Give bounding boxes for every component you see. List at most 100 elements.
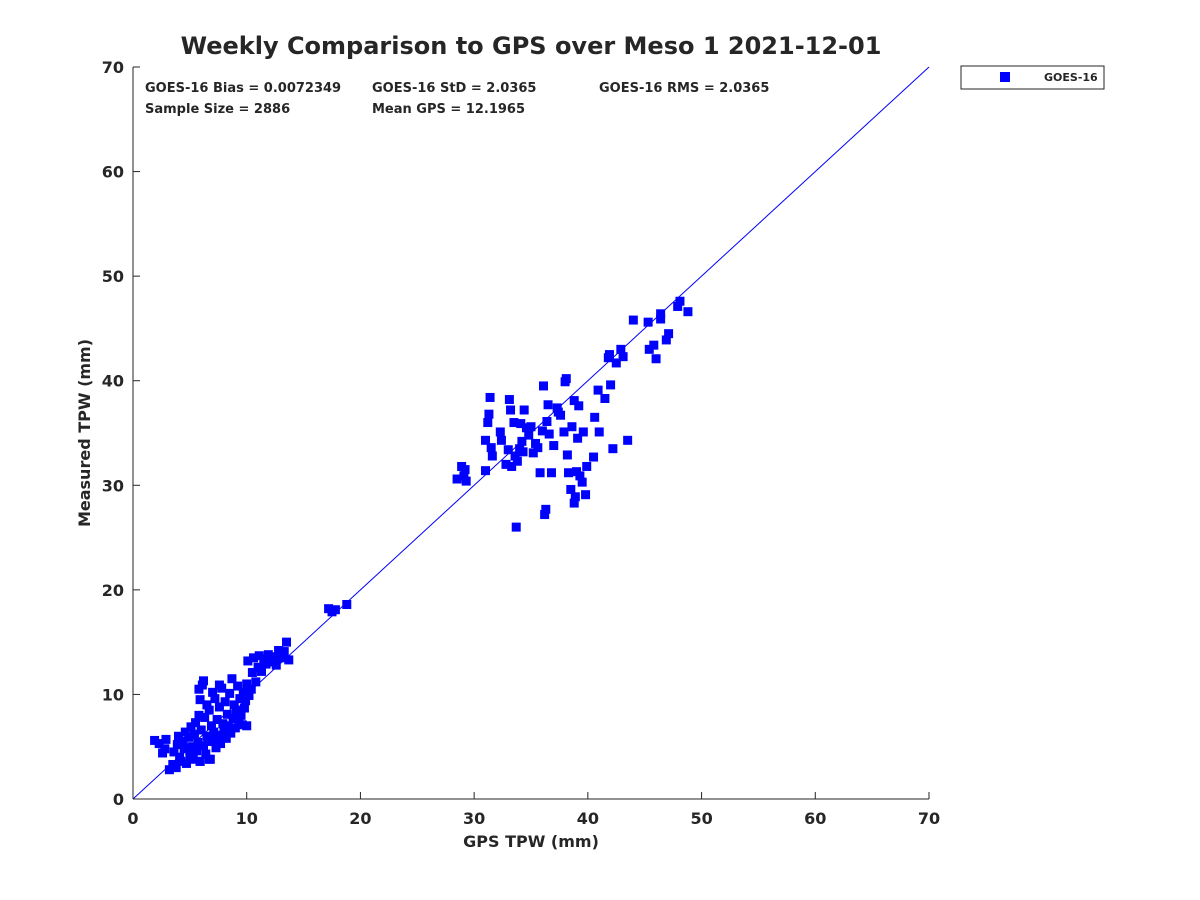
data-point [282, 637, 292, 647]
stat-sample-size: Sample Size = 2886 [145, 102, 290, 117]
data-point [194, 710, 204, 720]
data-point [189, 729, 199, 739]
data-point [484, 409, 494, 419]
data-point [569, 396, 579, 406]
data-point [518, 447, 528, 457]
data-point [202, 731, 212, 741]
data-point [483, 418, 493, 428]
data-point [160, 744, 170, 754]
data-point [512, 456, 522, 466]
data-point [526, 422, 536, 432]
data-point [535, 468, 545, 478]
data-point [573, 433, 583, 443]
data-point [224, 721, 234, 731]
y-tick-label: 60 [102, 163, 124, 182]
stat-mean-gps: Mean GPS = 12.1965 [372, 102, 525, 117]
data-point [194, 684, 204, 694]
data-point [176, 756, 186, 766]
legend-label: GOES-16 [1044, 71, 1098, 84]
data-point [249, 653, 259, 663]
data-point [562, 450, 572, 460]
data-point [201, 749, 211, 759]
data-point [259, 654, 269, 664]
y-tick-label: 50 [102, 267, 124, 286]
data-point [214, 702, 224, 712]
data-point [235, 694, 245, 704]
data-point [589, 452, 599, 462]
y-tick-label: 20 [102, 581, 124, 600]
data-point [507, 461, 517, 471]
data-point [196, 725, 206, 735]
data-point [516, 419, 526, 429]
y-tick-label: 30 [102, 476, 124, 495]
data-point [649, 340, 659, 350]
data-point [594, 427, 604, 437]
data-point [181, 758, 191, 768]
data-point [154, 739, 164, 749]
data-point [539, 381, 549, 391]
data-point [199, 741, 209, 751]
data-point [541, 504, 551, 514]
data-point [233, 681, 243, 691]
data-point [543, 400, 553, 410]
x-axis-label: GPS TPW (mm) [463, 832, 599, 851]
data-point [567, 422, 577, 432]
stat-rms: GOES-16 RMS = 2.0365 [599, 81, 769, 96]
data-point [623, 435, 633, 445]
data-point [544, 429, 554, 439]
data-point [521, 423, 531, 433]
data-point [644, 344, 654, 354]
data-point [266, 657, 276, 667]
data-point [173, 731, 183, 741]
data-point [178, 736, 188, 746]
data-point [213, 730, 223, 740]
data-point [199, 676, 209, 686]
data-point [618, 352, 628, 362]
data-point [481, 466, 491, 476]
x-tick-label: 10 [236, 809, 258, 828]
x-tick-label: 20 [349, 809, 371, 828]
data-point [161, 734, 171, 744]
data-point [574, 401, 584, 411]
data-point [569, 498, 579, 508]
data-point [604, 350, 614, 360]
data-point [227, 674, 237, 684]
data-point [643, 317, 653, 327]
data-point [171, 763, 181, 773]
y-tick-label: 70 [102, 58, 124, 77]
data-point [193, 738, 203, 748]
legend-box [960, 65, 1105, 90]
x-tick-label: 50 [690, 809, 712, 828]
data-point [590, 412, 600, 422]
data-point [150, 735, 160, 745]
legend: GOES-16 [960, 65, 1105, 90]
data-point [549, 441, 559, 451]
y-tick-label: 10 [102, 685, 124, 704]
data-point [211, 743, 221, 753]
y-axis-label: Measured TPW (mm) [75, 339, 94, 527]
data-point [510, 451, 520, 461]
data-point [242, 679, 252, 689]
data-point [481, 435, 491, 445]
data-point [501, 459, 511, 469]
data-point [606, 380, 616, 390]
data-point [342, 599, 352, 609]
data-point [247, 667, 257, 677]
data-point [226, 728, 236, 738]
x-tick-label: 70 [918, 809, 940, 828]
data-point [683, 307, 693, 317]
data-point [277, 653, 287, 663]
data-point [537, 426, 547, 436]
data-point [210, 694, 220, 704]
data-point [495, 427, 505, 437]
data-point [561, 374, 571, 384]
data-point [593, 385, 603, 395]
data-point [254, 651, 264, 661]
y-tick-label: 40 [102, 372, 124, 391]
data-point [251, 677, 261, 687]
data-point [519, 405, 529, 415]
data-point [236, 710, 246, 720]
x-tick-label: 40 [577, 809, 599, 828]
data-point [487, 451, 497, 461]
